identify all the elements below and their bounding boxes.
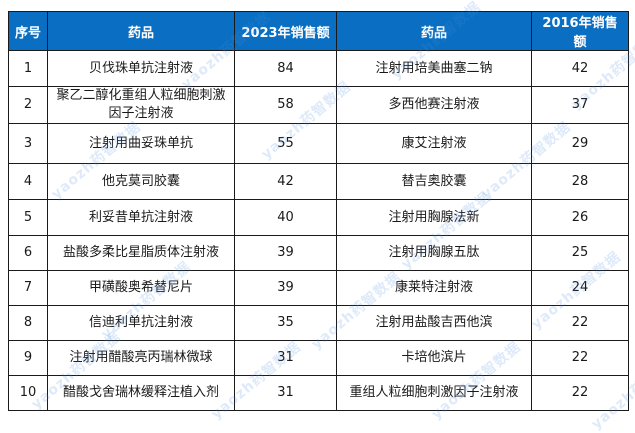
- cell-drug-2016: 卡培他滨片: [336, 340, 532, 376]
- cell-drug-2016: 重组人粒细胞刺激因子注射液: [336, 375, 532, 411]
- cell-sales-2023: 35: [234, 305, 337, 341]
- cell-sales-2016: 22: [531, 305, 629, 341]
- cell-sales-2023: 55: [234, 123, 337, 164]
- cell-rank: 5: [8, 199, 48, 236]
- cell-sales-2023: 58: [234, 86, 337, 124]
- cell-sales-2016: 22: [531, 340, 629, 376]
- cell-sales-2023: 39: [234, 270, 337, 306]
- cell-rank: 8: [8, 305, 48, 341]
- cell-drug-2016: 多西他赛注射液: [336, 86, 532, 124]
- cell-rank: 6: [8, 235, 48, 271]
- cell-sales-2016: 29: [531, 123, 629, 164]
- cell-drug-2023: 利妥昔单抗注射液: [47, 199, 235, 236]
- cell-rank: 3: [8, 123, 48, 164]
- cell-rank: 2: [8, 86, 48, 124]
- cell-drug-2016: 注射用胸腺法新: [336, 199, 532, 236]
- cell-drug-2023: 信迪利单抗注射液: [47, 305, 235, 341]
- table-row: 2 聚乙二醇化重组人粒细胞刺激因子注射液 58 多西他赛注射液 37: [8, 86, 629, 124]
- sales-ranking-table: 序号 药品 2023年销售额 药品 2016年销售额 1 贝伐珠单抗注射液 84…: [8, 11, 629, 411]
- cell-sales-2016: 42: [531, 50, 629, 87]
- cell-sales-2016: 37: [531, 86, 629, 124]
- cell-sales-2023: 39: [234, 235, 337, 271]
- cell-sales-2023: 31: [234, 340, 337, 376]
- cell-drug-2023: 注射用曲妥珠单抗: [47, 123, 235, 164]
- cell-sales-2023: 42: [234, 163, 337, 200]
- header-sales-2023: 2023年销售额: [234, 11, 337, 51]
- cell-drug-2016: 注射用盐酸吉西他滨: [336, 305, 532, 341]
- header-drug-2023: 药品: [47, 11, 235, 51]
- cell-sales-2016: 22: [531, 375, 629, 411]
- cell-drug-2016: 注射用培美曲塞二钠: [336, 50, 532, 87]
- cell-rank: 7: [8, 270, 48, 306]
- cell-sales-2023: 31: [234, 375, 337, 411]
- cell-sales-2016: 28: [531, 163, 629, 200]
- header-rank: 序号: [8, 11, 48, 51]
- cell-drug-2016: 康莱特注射液: [336, 270, 532, 306]
- header-drug-2016: 药品: [336, 11, 532, 51]
- table-row: 3 注射用曲妥珠单抗 55 康艾注射液 29: [8, 123, 629, 164]
- cell-sales-2016: 25: [531, 235, 629, 271]
- table-row: 4 他克莫司胶囊 42 替吉奥胶囊 28: [8, 163, 629, 200]
- cell-drug-2016: 替吉奥胶囊: [336, 163, 532, 200]
- table-row: 7 甲磺酸奥希替尼片 39 康莱特注射液 24: [8, 270, 629, 306]
- cell-sales-2023: 40: [234, 199, 337, 236]
- cell-drug-2016: 注射用胸腺五肽: [336, 235, 532, 271]
- cell-drug-2023: 聚乙二醇化重组人粒细胞刺激因子注射液: [47, 86, 235, 124]
- cell-drug-2023: 盐酸多柔比星脂质体注射液: [47, 235, 235, 271]
- cell-sales-2016: 24: [531, 270, 629, 306]
- table-row: 9 注射用醋酸亮丙瑞林微球 31 卡培他滨片 22: [8, 340, 629, 376]
- cell-drug-2023: 他克莫司胶囊: [47, 163, 235, 200]
- cell-rank: 10: [8, 375, 48, 411]
- cell-drug-2023: 醋酸戈舍瑞林缓释注植入剂: [47, 375, 235, 411]
- header-sales-2016: 2016年销售额: [531, 11, 629, 51]
- cell-drug-2023: 甲磺酸奥希替尼片: [47, 270, 235, 306]
- cell-rank: 9: [8, 340, 48, 376]
- cell-sales-2023: 84: [234, 50, 337, 87]
- table-header-row: 序号 药品 2023年销售额 药品 2016年销售额: [8, 11, 629, 51]
- table-row: 10 醋酸戈舍瑞林缓释注植入剂 31 重组人粒细胞刺激因子注射液 22: [8, 375, 629, 411]
- table-row: 8 信迪利单抗注射液 35 注射用盐酸吉西他滨 22: [8, 305, 629, 341]
- cell-drug-2023: 贝伐珠单抗注射液: [47, 50, 235, 87]
- table-row: 6 盐酸多柔比星脂质体注射液 39 注射用胸腺五肽 25: [8, 235, 629, 271]
- cell-rank: 4: [8, 163, 48, 200]
- cell-sales-2016: 26: [531, 199, 629, 236]
- cell-drug-2023: 注射用醋酸亮丙瑞林微球: [47, 340, 235, 376]
- cell-drug-2016: 康艾注射液: [336, 123, 532, 164]
- sales-ranking-table-container: 序号 药品 2023年销售额 药品 2016年销售额 1 贝伐珠单抗注射液 84…: [8, 11, 629, 411]
- cell-rank: 1: [8, 50, 48, 87]
- table-row: 1 贝伐珠单抗注射液 84 注射用培美曲塞二钠 42: [8, 50, 629, 87]
- table-row: 5 利妥昔单抗注射液 40 注射用胸腺法新 26: [8, 199, 629, 236]
